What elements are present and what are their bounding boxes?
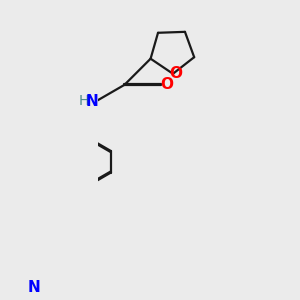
Text: N: N [28, 280, 41, 295]
Text: O: O [160, 77, 173, 92]
Text: N: N [85, 94, 98, 109]
Text: O: O [169, 66, 182, 81]
Text: H: H [79, 94, 89, 109]
